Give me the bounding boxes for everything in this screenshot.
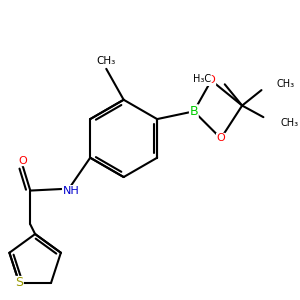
Text: H₃C: H₃C (193, 74, 211, 83)
Text: B: B (190, 105, 198, 118)
Text: CH₃: CH₃ (97, 56, 116, 66)
Text: NH: NH (62, 186, 79, 196)
Text: S: S (15, 277, 23, 290)
Text: O: O (217, 134, 225, 143)
Text: CH₃: CH₃ (277, 79, 295, 89)
Text: O: O (18, 156, 27, 166)
Text: O: O (207, 75, 216, 85)
Text: CH₃: CH₃ (281, 118, 299, 128)
